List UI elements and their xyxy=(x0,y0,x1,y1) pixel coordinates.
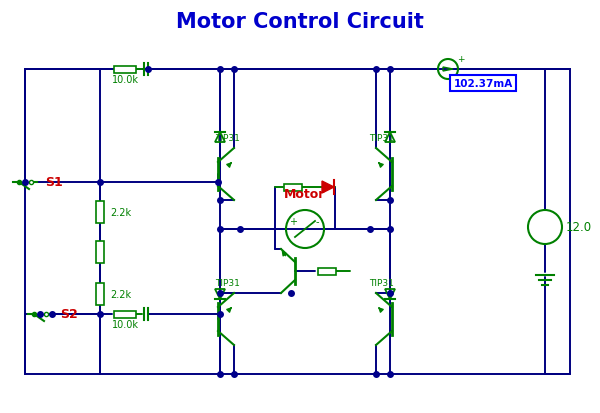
Text: TIP31: TIP31 xyxy=(215,134,241,142)
Text: 2.2k: 2.2k xyxy=(110,289,131,299)
Text: S2: S2 xyxy=(60,308,78,321)
Text: Motor Control Circuit: Motor Control Circuit xyxy=(176,12,424,32)
Text: -: - xyxy=(315,216,319,226)
FancyBboxPatch shape xyxy=(450,76,516,92)
Text: 10.0k: 10.0k xyxy=(112,75,139,85)
Bar xyxy=(318,268,336,275)
Text: 10.0k: 10.0k xyxy=(112,319,139,329)
Bar xyxy=(114,311,136,318)
Bar xyxy=(96,242,104,263)
Bar xyxy=(284,184,302,191)
Text: TIP31: TIP31 xyxy=(215,278,241,287)
Text: TIP31: TIP31 xyxy=(370,278,394,287)
Polygon shape xyxy=(322,182,334,194)
Text: S1: S1 xyxy=(45,176,63,189)
Text: 2.2k: 2.2k xyxy=(110,207,131,218)
Bar xyxy=(96,283,104,305)
Text: Motor: Motor xyxy=(284,188,326,201)
Text: TIP31: TIP31 xyxy=(370,134,394,142)
Text: +: + xyxy=(457,55,464,64)
Text: +: + xyxy=(289,216,297,226)
Bar xyxy=(114,66,136,74)
Text: 102.37mA: 102.37mA xyxy=(454,79,512,89)
Text: 12.0: 12.0 xyxy=(566,221,592,234)
Bar xyxy=(96,202,104,223)
